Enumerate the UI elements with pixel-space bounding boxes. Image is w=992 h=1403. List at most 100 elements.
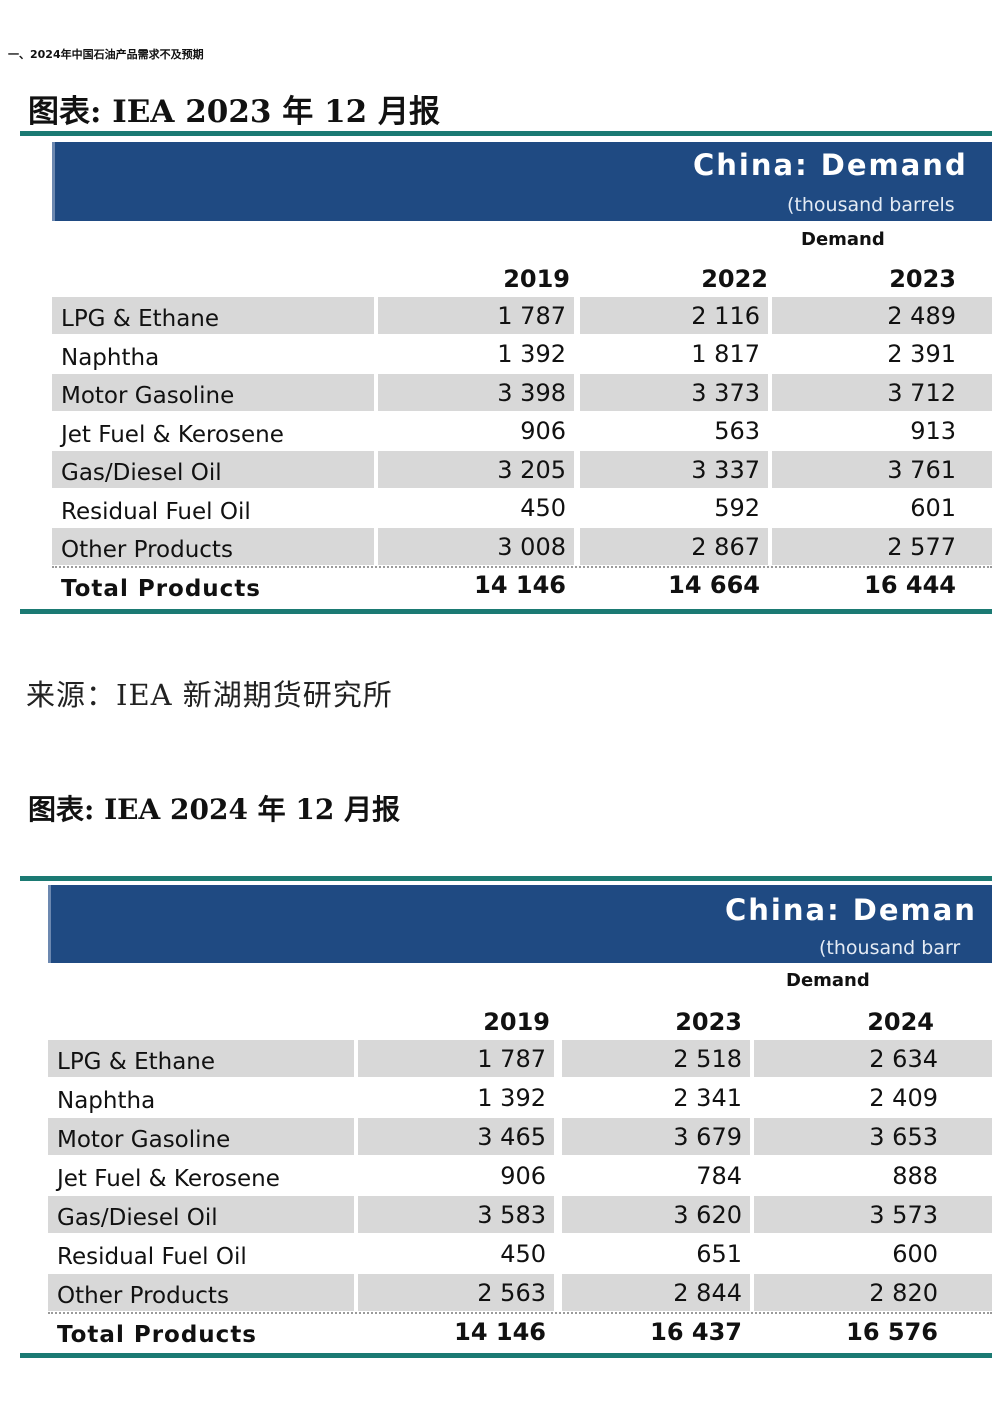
row-label: Gas/Diesel Oil	[48, 1196, 354, 1233]
table-banner: China: Deman (thousand barr	[48, 885, 992, 963]
row-value: 16 576	[846, 1317, 938, 1346]
year-col-1: 2019	[503, 265, 570, 293]
row-value: 2 518	[562, 1040, 750, 1077]
year-col-3: 2023	[889, 265, 956, 293]
row-value: 1 787	[378, 297, 574, 334]
total-row: Total Products 14 146 14 664 16 444	[52, 567, 992, 604]
row-value: 2 577	[772, 528, 992, 565]
banner-title: China: Deman	[725, 893, 977, 927]
top-rule	[20, 876, 992, 881]
table-row: Other Products 2 563 2 844 2 820	[48, 1274, 992, 1311]
row-value: 3 373	[580, 374, 768, 411]
bottom-rule	[20, 1353, 992, 1358]
row-label: Residual Fuel Oil	[57, 1244, 247, 1270]
row-value: 1 817	[691, 340, 760, 368]
banner-subtitle: (thousand barr	[819, 937, 961, 959]
row-value: 450	[500, 1239, 546, 1268]
figure2-table: China: Deman (thousand barr Demand 2019 …	[20, 876, 992, 1362]
row-value: 600	[892, 1239, 938, 1268]
row-value: 450	[520, 494, 566, 522]
row-value: 2 116	[580, 297, 768, 334]
table-row: Other Products 3 008 2 867 2 577	[52, 528, 992, 565]
bottom-rule	[20, 609, 992, 614]
top-rule	[20, 131, 992, 136]
row-value: 592	[714, 494, 760, 522]
table-row: Motor Gasoline 3 398 3 373 3 712	[52, 374, 992, 411]
figure1-table: China: Demand (thousand barrels Demand 2…	[20, 131, 992, 618]
row-value: 2 391	[887, 340, 956, 368]
row-value: 3 008	[378, 528, 574, 565]
figure1-title: 图表: IEA 2023 年 12 月报	[28, 94, 441, 130]
table-row: Residual Fuel Oil 450 592 601	[52, 490, 992, 527]
row-value: 3 761	[772, 451, 992, 488]
year-col-3: 2024	[867, 1008, 934, 1036]
table-row: LPG & Ethane 1 787 2 116 2 489	[52, 297, 992, 334]
row-value: 3 679	[562, 1118, 750, 1155]
table-row: Gas/Diesel Oil 3 583 3 620 3 573	[48, 1196, 992, 1233]
row-label: Other Products	[52, 528, 374, 565]
row-value: 888	[892, 1161, 938, 1190]
row-value: 3 337	[580, 451, 768, 488]
row-value: 1 787	[358, 1040, 554, 1077]
row-value: 14 146	[454, 1317, 546, 1346]
row-value: 3 205	[378, 451, 574, 488]
row-value: 2 820	[754, 1274, 992, 1311]
table-row: Motor Gasoline 3 465 3 679 3 653	[48, 1118, 992, 1155]
table-row: Residual Fuel Oil 450 651 600	[48, 1235, 992, 1272]
row-value: 2 489	[772, 297, 992, 334]
row-value: 16 444	[864, 571, 956, 599]
row-value: 3 573	[754, 1196, 992, 1233]
total-separator	[48, 1312, 992, 1314]
demand-label: Demand	[786, 970, 870, 991]
row-value: 14 146	[474, 571, 566, 599]
row-value: 601	[910, 494, 956, 522]
row-value: 906	[500, 1161, 546, 1190]
year-col-2: 2023	[675, 1008, 742, 1036]
row-value: 913	[910, 417, 956, 445]
year-col-1: 2019	[483, 1008, 550, 1036]
row-value: 3 653	[754, 1118, 992, 1155]
banner-title: China: Demand	[693, 148, 968, 182]
row-value: 2 634	[754, 1040, 992, 1077]
row-label: Jet Fuel & Kerosene	[61, 421, 284, 448]
row-label: LPG & Ethane	[48, 1040, 354, 1077]
demand-label: Demand	[801, 229, 885, 250]
row-label: Jet Fuel & Kerosene	[57, 1166, 280, 1192]
row-value: 1 392	[477, 1083, 546, 1112]
row-value: 2 867	[580, 528, 768, 565]
figure2-title: 图表: IEA 2024 年 12 月报	[28, 793, 401, 826]
row-value: 3 620	[562, 1196, 750, 1233]
year-col-2: 2022	[701, 265, 768, 293]
row-label: LPG & Ethane	[52, 297, 374, 334]
row-value: 651	[696, 1239, 742, 1268]
row-label: Naphtha	[57, 1088, 156, 1114]
row-label: Motor Gasoline	[52, 374, 374, 411]
row-value: 3 398	[378, 374, 574, 411]
row-label: Other Products	[48, 1274, 354, 1311]
row-value: 784	[696, 1161, 742, 1190]
row-label: Motor Gasoline	[48, 1118, 354, 1155]
row-value: 2 563	[358, 1274, 554, 1311]
row-value: 2 844	[562, 1274, 750, 1311]
table-row: Gas/Diesel Oil 3 205 3 337 3 761	[52, 451, 992, 488]
row-value: 906	[520, 417, 566, 445]
row-value: 16 437	[650, 1317, 742, 1346]
table-banner: China: Demand (thousand barrels	[52, 142, 992, 221]
total-separator	[52, 565, 992, 568]
row-label: Total Products	[61, 575, 261, 602]
table-row: LPG & Ethane 1 787 2 518 2 634	[48, 1040, 992, 1077]
section-heading: 一、2024年中国石油产品需求不及预期	[8, 48, 204, 61]
row-label: Residual Fuel Oil	[61, 498, 251, 525]
source-note: 来源：IEA 新湖期货研究所	[26, 678, 393, 712]
table-row: Naphtha 1 392 2 341 2 409	[48, 1079, 992, 1116]
row-value: 2 409	[869, 1083, 938, 1112]
table-row: Jet Fuel & Kerosene 906 563 913	[52, 413, 992, 450]
row-value: 2 341	[673, 1083, 742, 1112]
total-row: Total Products 14 146 16 437 16 576	[48, 1313, 992, 1350]
banner-subtitle: (thousand barrels	[787, 194, 955, 216]
row-label: Total Products	[57, 1322, 257, 1348]
row-value: 14 664	[668, 571, 760, 599]
row-label: Naphtha	[61, 344, 160, 371]
table-row: Naphtha 1 392 1 817 2 391	[52, 336, 992, 373]
row-value: 3 465	[358, 1118, 554, 1155]
